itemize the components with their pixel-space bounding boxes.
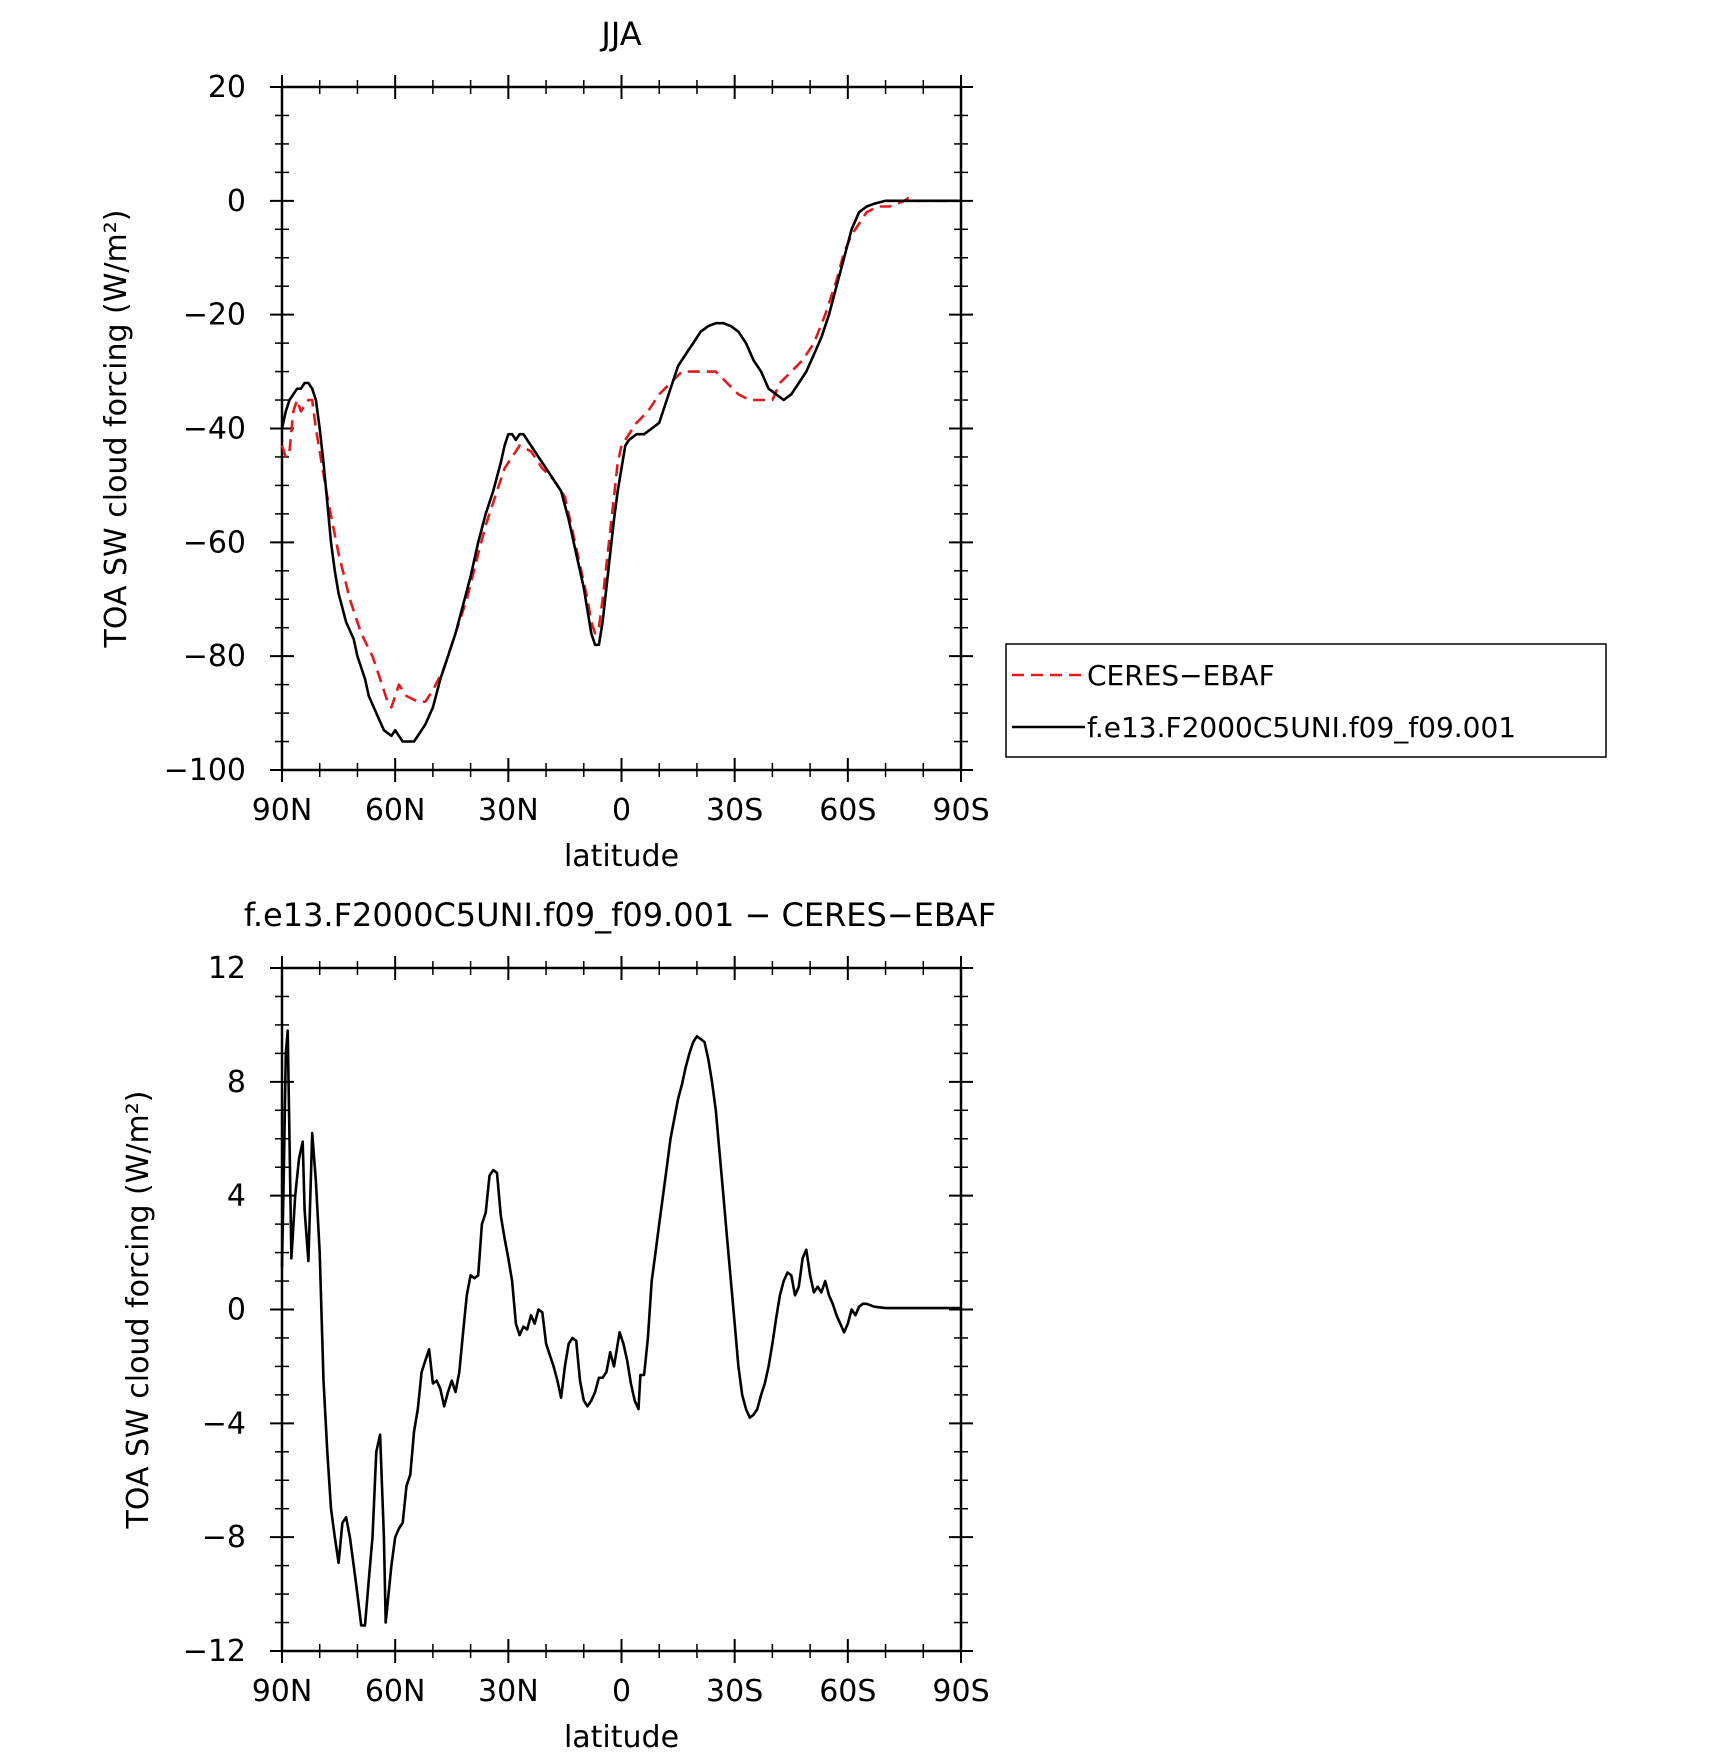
x-tick-label: 30N: [478, 1674, 539, 1709]
y-tick-label: 20: [208, 70, 246, 105]
y-tick-label: −4: [202, 1406, 246, 1441]
y-tick-label: 0: [227, 184, 246, 219]
y-tick-label: −20: [183, 298, 246, 333]
panel-difference: f.e13.F2000C5UNI.f09_f09.001 − CERES−EBA…: [121, 896, 996, 1755]
chart-title: f.e13.F2000C5UNI.f09_f09.001 − CERES−EBA…: [244, 896, 996, 934]
y-tick-label: −40: [183, 412, 246, 447]
y-tick-label: 12: [208, 951, 246, 986]
x-tick-label: 0: [612, 793, 631, 828]
x-tick-label: 0: [612, 1674, 631, 1709]
y-tick-label: −12: [183, 1634, 246, 1669]
x-axis-label: latitude: [564, 1720, 679, 1755]
x-tick-label: 30S: [706, 1674, 763, 1709]
y-tick-label: 8: [227, 1065, 246, 1100]
series-line-1: [280, 199, 961, 743]
chart-title: JJA: [599, 15, 641, 53]
x-tick-label: 90N: [252, 793, 313, 828]
panel-jja: JJA 90N 60N 30N 0 30S 60S 90S 20 0 −20 −40 −60 −80 −10…: [99, 15, 990, 874]
legend-box: [1005, 643, 1607, 758]
series-line-0: [280, 196, 961, 709]
y-tick-label: 4: [227, 1179, 246, 1214]
y-tick-label: −100: [164, 753, 246, 788]
legend-label-ceres: CERES−EBAF: [1087, 659, 1275, 692]
legend: CERES−EBAF f.e13.F2000C5UNI.f09_f09.001: [1005, 643, 1607, 758]
x-tick-label: 30S: [706, 793, 763, 828]
y-axis-label: TOA SW cloud forcing (W/m²): [121, 1091, 156, 1530]
series-line-0: [280, 1029, 961, 1627]
y-tick-label: −80: [183, 639, 246, 674]
x-tick-label: 90S: [932, 1674, 989, 1709]
y-tick-label: 0: [227, 1293, 246, 1328]
x-tick-label: 60N: [365, 1674, 426, 1709]
plot-frame: [280, 85, 963, 772]
x-tick-label: 30N: [478, 793, 539, 828]
x-tick-label: 60S: [819, 793, 876, 828]
y-tick-label: −8: [202, 1520, 246, 1555]
y-axis-label: TOA SW cloud forcing (W/m²): [99, 210, 134, 649]
x-tick-label: 90S: [932, 793, 989, 828]
legend-label-model: f.e13.F2000C5UNI.f09_f09.001: [1087, 711, 1516, 744]
x-tick-label: 90N: [252, 1674, 313, 1709]
x-axis-label: latitude: [564, 839, 679, 874]
y-tick-label: −60: [183, 525, 246, 560]
x-tick-label: 60N: [365, 793, 426, 828]
x-tick-label: 60S: [819, 1674, 876, 1709]
